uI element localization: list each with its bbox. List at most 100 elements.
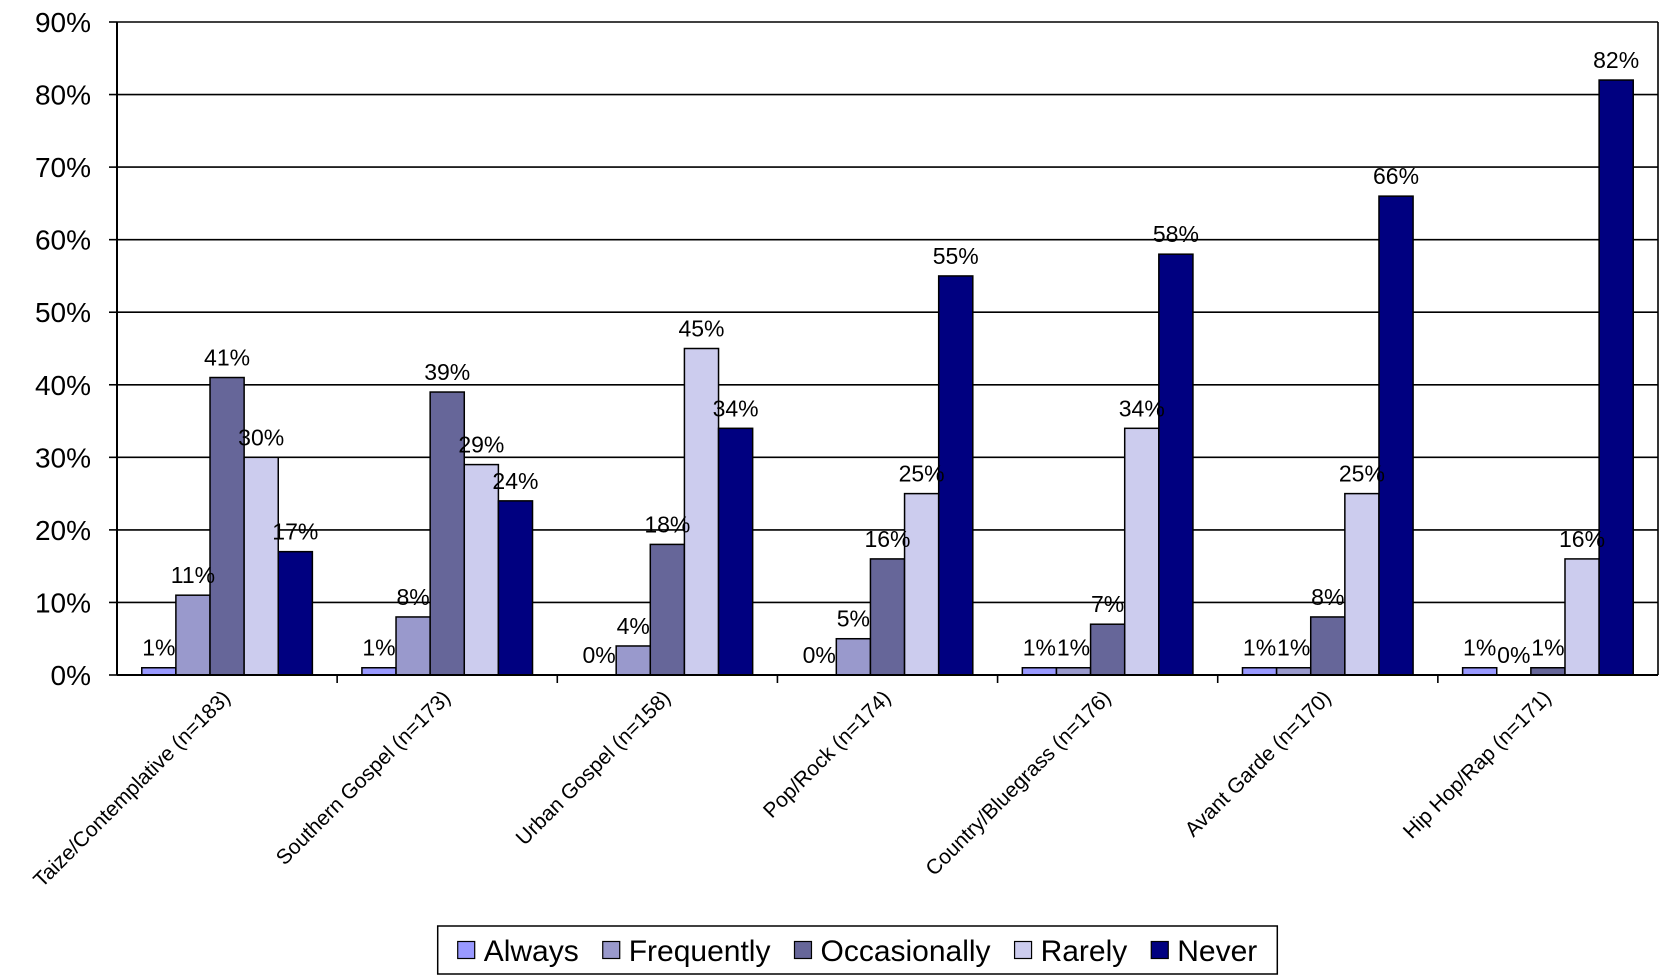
legend-swatch [793, 940, 813, 960]
legend-entry: Never [1177, 935, 1257, 968]
data-label: 24% [492, 468, 538, 494]
data-label: 29% [458, 432, 504, 458]
data-label: 58% [1153, 221, 1199, 247]
category-label: Hip Hop/Rap (n=171) [1399, 686, 1556, 843]
bar [1461, 666, 1498, 676]
data-label: 45% [678, 316, 724, 342]
bar [649, 543, 686, 676]
bar [361, 666, 397, 676]
y-tick-label: 0% [51, 660, 91, 691]
data-label: 1% [1277, 635, 1310, 661]
data-label: 66% [1373, 163, 1419, 189]
bar [937, 275, 974, 676]
y-tick-label: 90% [35, 7, 91, 38]
data-label: 34% [713, 395, 759, 421]
category-label: Urban Gospel (n=158) [512, 686, 676, 850]
data-label: 25% [1339, 461, 1385, 487]
data-label: 7% [1091, 591, 1124, 617]
legend-swatch [602, 940, 621, 960]
bar [717, 427, 754, 676]
data-label: 34% [1119, 395, 1165, 421]
y-tick-label: 30% [35, 442, 91, 473]
bar [1123, 427, 1160, 676]
y-tick-label: 40% [35, 370, 91, 401]
data-label: 41% [204, 345, 250, 371]
bar [1241, 666, 1278, 676]
data-label: 55% [933, 243, 979, 269]
bar [209, 376, 245, 676]
data-label: 1% [1531, 635, 1564, 661]
data-label: 25% [899, 461, 945, 487]
bar [1564, 558, 1600, 676]
legend-swatch [457, 940, 476, 960]
bar [1309, 616, 1346, 676]
data-label: 1% [1023, 635, 1056, 661]
data-label: 1% [142, 635, 175, 661]
bar [1378, 195, 1414, 676]
bar [903, 492, 940, 676]
y-tick-label: 60% [35, 225, 91, 256]
data-label: 5% [837, 606, 870, 632]
data-label: 82% [1593, 47, 1639, 73]
data-label: 4% [617, 613, 650, 639]
x-axis-category-labels: Taize/Contemplative (n=183) Southern Gosp… [29, 686, 1556, 892]
data-label: 1% [1057, 635, 1090, 661]
data-label: 1% [1243, 635, 1276, 661]
bar [869, 558, 906, 676]
category-label: Taize/Contemplative (n=183) [29, 686, 235, 892]
data-label: 11% [171, 562, 215, 588]
y-tick-label: 70% [35, 152, 91, 183]
y-tick-label: 20% [35, 515, 91, 546]
category-label: Country/Bluegrass (n=176) [921, 686, 1115, 880]
data-label: 30% [238, 424, 284, 450]
legend-swatch [1013, 940, 1033, 960]
bars [141, 79, 1634, 676]
legend-entry: Always [484, 935, 579, 968]
bar [463, 463, 500, 676]
bar [243, 456, 280, 676]
y-axis-ticks: 0% 10% 20% 30% 40% 50% 60% 70% 80% 90% [35, 7, 117, 691]
bar [1344, 492, 1380, 676]
data-label: 0% [803, 642, 836, 668]
bar [429, 391, 466, 676]
axes [116, 22, 1659, 683]
legend: Always Frequently Occasionally Rarely Never [436, 925, 1279, 975]
y-tick-label: 80% [35, 80, 91, 111]
bar [1275, 666, 1312, 676]
legend-entry: Frequently [629, 935, 771, 968]
legend-box [436, 925, 1279, 975]
data-labels: 1%11%41%30%17%1%8%39%29%24%0%4%18%45%34%… [142, 47, 1639, 668]
data-label: 16% [864, 526, 910, 552]
data-label: 39% [424, 359, 470, 385]
legend-swatch [1150, 940, 1169, 960]
y-tick-label: 50% [35, 297, 91, 328]
bar [497, 500, 534, 676]
category-label: Avant Garde (n=170) [1181, 686, 1336, 841]
bar [835, 637, 872, 676]
bar [1055, 666, 1092, 676]
data-label: 16% [1559, 526, 1605, 552]
category-label: Southern Gospel (n=173) [272, 686, 455, 869]
data-label: 1% [362, 635, 395, 661]
gridlines [117, 21, 1658, 676]
bar [175, 594, 211, 676]
bar [1598, 79, 1634, 676]
data-label: 8% [396, 584, 429, 610]
bar [615, 645, 652, 676]
legend-entry: Occasionally [820, 935, 990, 968]
bar [1021, 666, 1058, 676]
legend-entry: Rarely [1041, 935, 1128, 968]
data-label: 17% [272, 519, 318, 545]
bar [1530, 666, 1566, 676]
data-label: 0% [582, 642, 615, 668]
bar [395, 616, 431, 676]
bar [277, 550, 314, 676]
data-label: 0% [1497, 642, 1530, 668]
bar [141, 666, 177, 676]
bar [1158, 253, 1194, 676]
bar [1089, 623, 1126, 676]
y-tick-label: 10% [35, 587, 91, 618]
data-label: 1% [1463, 635, 1496, 661]
data-label: 8% [1311, 584, 1344, 610]
